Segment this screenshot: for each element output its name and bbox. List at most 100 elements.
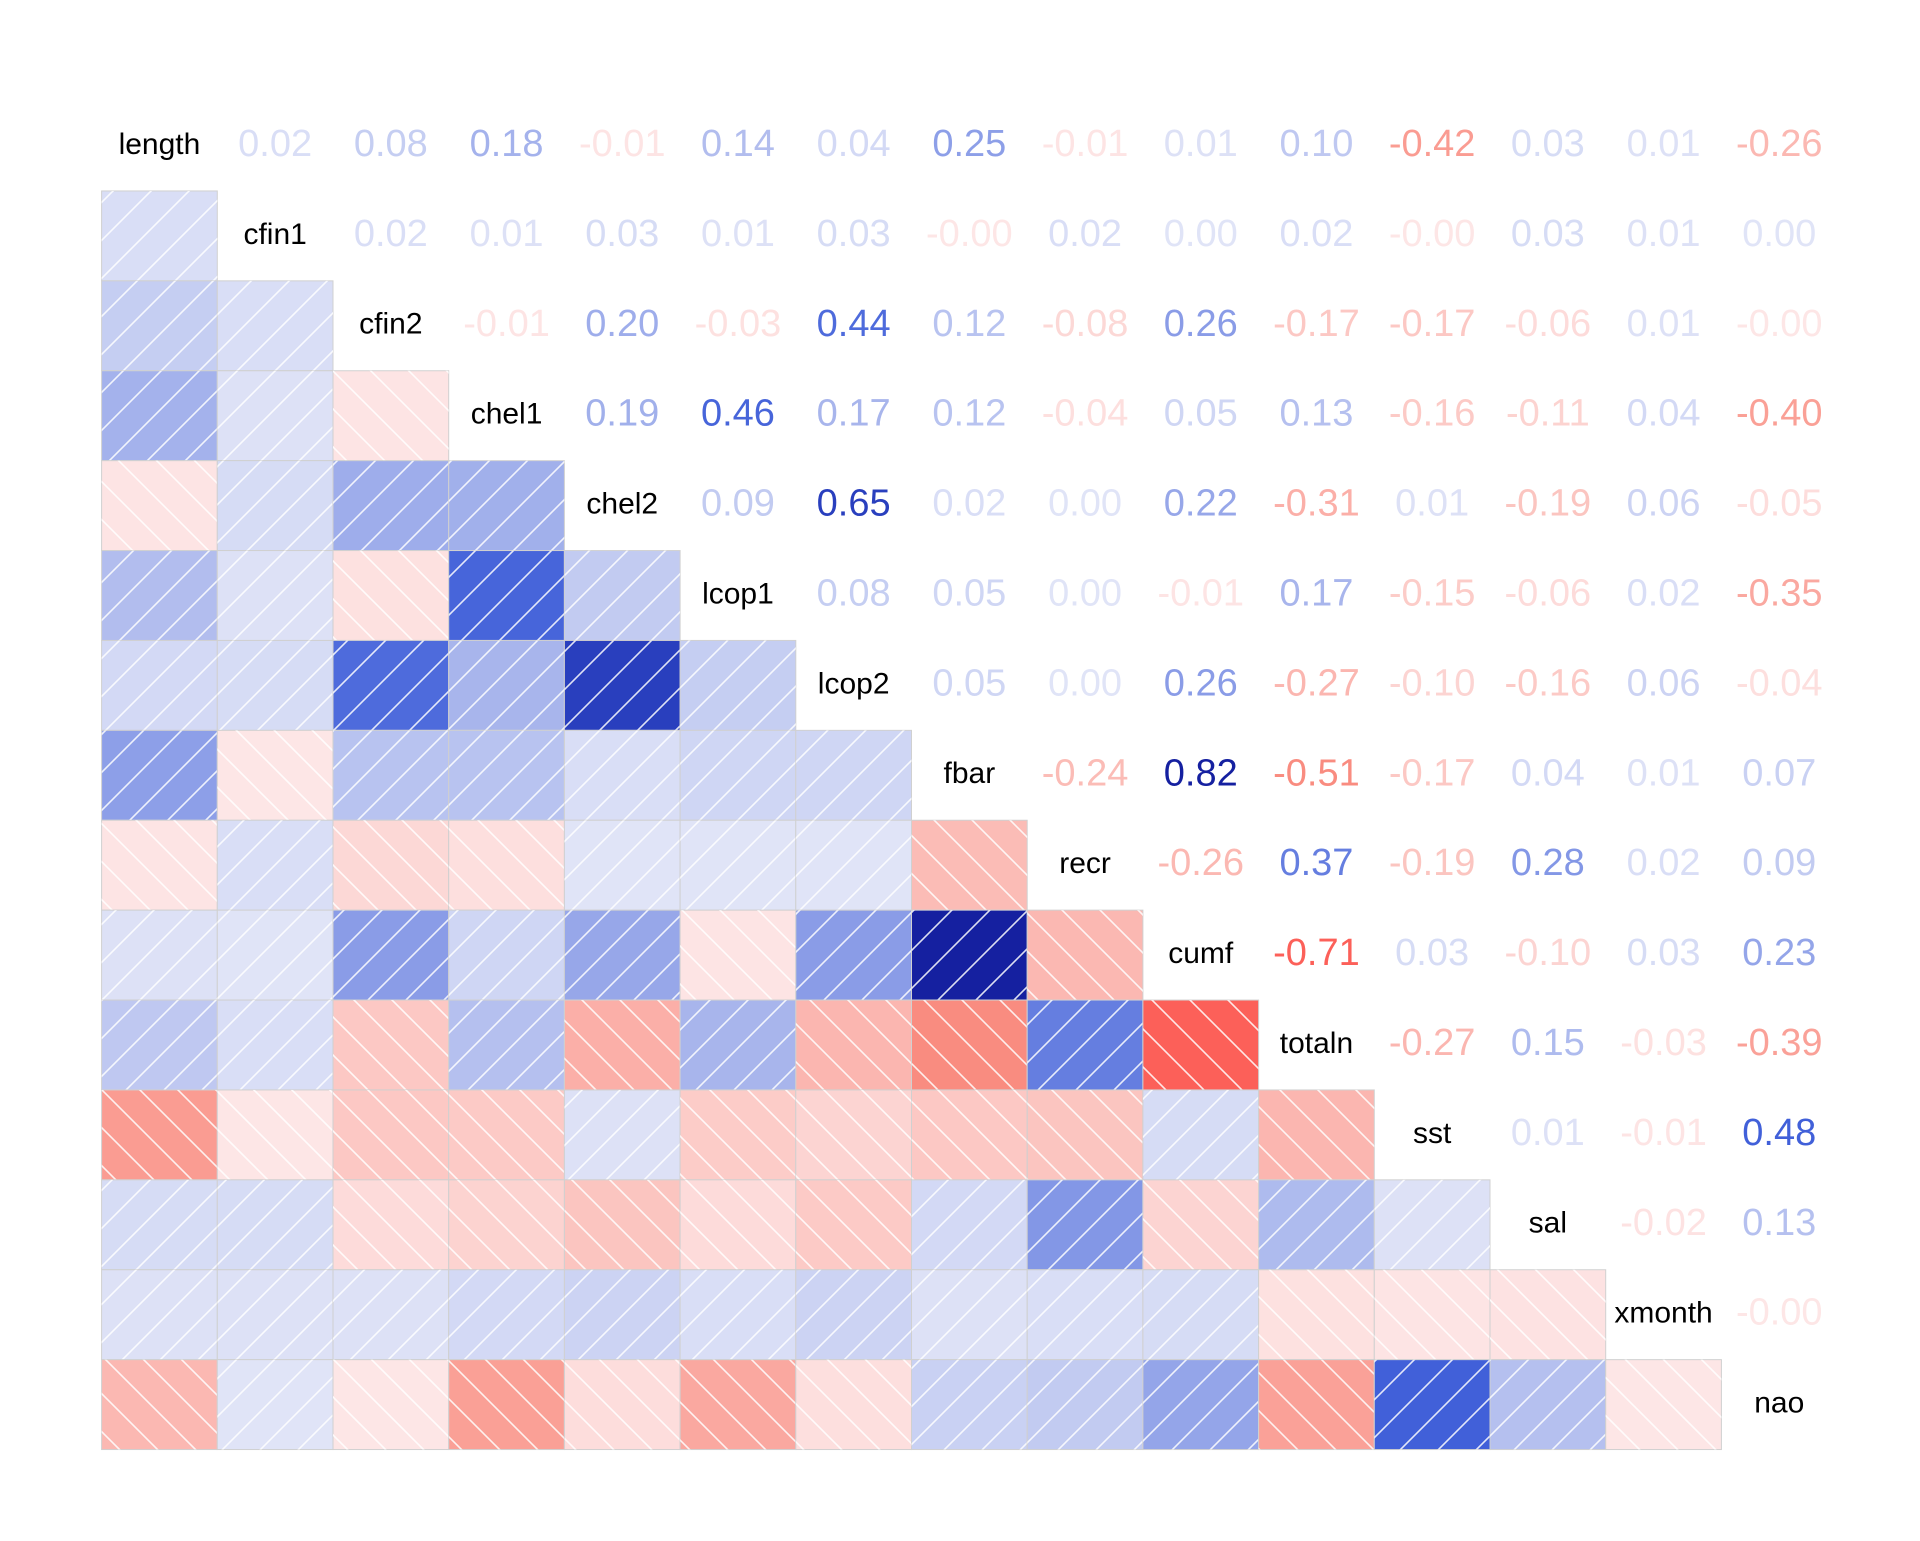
correlation-label: -0.17 [1389,752,1476,794]
correlation-label: 0.03 [1511,213,1585,255]
cell-hatch [680,730,796,821]
cell-hatch [1490,1269,1606,1360]
correlation-label: 0.14 [701,123,775,165]
correlation-label: -0.06 [1505,573,1592,615]
correlation-label: -0.39 [1736,1022,1823,1064]
cell-hatch [101,1179,218,1270]
cell-hatch [448,640,565,731]
cell-hatch [333,1269,449,1360]
cell-hatch [333,1179,449,1270]
cell-hatch [217,640,333,731]
correlation-label: -0.26 [1736,123,1823,165]
cell-hatch [333,1089,449,1180]
correlation-label: 0.26 [1164,303,1238,345]
cell-hatch [795,910,912,1001]
correlation-label: 0.65 [817,483,891,525]
cell-hatch [1027,1000,1143,1090]
correlation-label: 0.37 [1279,842,1353,884]
correlation-label: 0.17 [817,393,891,435]
correlation-label: 0.13 [1279,393,1353,435]
correlation-label: -0.00 [1736,303,1823,345]
cell-hatch [1027,1089,1143,1180]
cell-hatch [101,370,218,461]
correlation-label: 0.05 [932,662,1006,704]
cell-hatch [795,1269,912,1360]
cell-hatch [911,820,1028,911]
variable-label: chel1 [471,398,543,431]
variable-label: cumf [1168,937,1234,970]
correlation-label: -0.10 [1389,662,1476,704]
correlation-label: -0.08 [1042,303,1129,345]
variable-label: sal [1529,1207,1567,1240]
correlation-label: -0.40 [1736,393,1823,435]
cell-hatch [101,730,218,821]
correlation-label: 0.22 [1164,483,1238,525]
cell-hatch [333,730,449,821]
correlation-label: 0.23 [1742,932,1816,974]
correlation-label: 0.01 [470,213,544,255]
cell-hatch [1490,1359,1606,1450]
correlation-label: 0.08 [354,123,428,165]
cell-hatch [911,1359,1028,1450]
correlation-label: -0.00 [1389,213,1476,255]
cell-hatch [1027,1179,1143,1270]
cell-hatch [795,820,912,911]
cell-hatch [448,1179,565,1270]
correlation-label: 0.18 [470,123,544,165]
cell-hatch [1027,1269,1143,1360]
cell-hatch [911,1179,1028,1270]
correlation-label: -0.19 [1389,842,1476,884]
correlation-label: -0.16 [1505,662,1592,704]
cell-hatch [101,910,218,1001]
correlation-label: 0.02 [238,123,312,165]
correlation-label: -0.26 [1157,842,1244,884]
correlation-label: 0.03 [585,213,659,255]
variable-label: length [119,128,201,161]
cell-hatch [680,1359,796,1450]
cell-hatch [1374,1359,1490,1450]
cell-hatch [1258,1089,1375,1180]
cell-hatch [564,820,681,911]
correlation-label: -0.01 [1157,573,1244,615]
correlation-label: 0.02 [1279,213,1353,255]
correlation-label: -0.31 [1273,483,1360,525]
correlation-label: 0.28 [1511,842,1585,884]
variable-label: cfin1 [243,218,306,251]
correlation-label: -0.10 [1505,932,1592,974]
correlation-label: 0.04 [1511,752,1585,794]
correlation-label: 0.01 [1627,123,1701,165]
cell-hatch [217,1089,333,1180]
correlation-label: 0.01 [1627,303,1701,345]
correlation-label: 0.26 [1164,662,1238,704]
correlation-label: -0.00 [1736,1292,1823,1334]
cell-hatch [217,820,333,911]
correlation-label: 0.10 [1279,123,1353,165]
cell-hatch [795,1000,912,1090]
correlation-label: -0.27 [1389,1022,1476,1064]
cell-hatch [564,550,681,641]
cell-hatch [911,910,1028,1001]
correlation-label: -0.01 [579,123,666,165]
correlation-label: -0.17 [1389,303,1476,345]
correlation-label: 0.12 [932,393,1006,435]
correlation-label: -0.05 [1736,483,1823,525]
correlation-label: 0.01 [1627,752,1701,794]
correlation-label: 0.04 [817,123,891,165]
cell-hatch [564,1269,681,1360]
cell-hatch [217,280,333,371]
correlation-label: 0.03 [817,213,891,255]
cell-hatch [680,910,796,1001]
cell-hatch [1142,1000,1259,1090]
correlation-label: -0.04 [1736,662,1823,704]
correlation-label: 0.03 [1395,932,1469,974]
correlation-label: 0.09 [701,483,775,525]
correlation-label: 0.00 [1164,213,1238,255]
correlation-label: 0.01 [701,213,775,255]
cell-hatch [564,1179,681,1270]
correlation-label: 0.25 [932,123,1006,165]
cell-hatch [448,550,565,641]
correlation-label: -0.16 [1389,393,1476,435]
correlation-label: -0.03 [1620,1022,1707,1064]
variable-label: lcop1 [702,577,774,610]
cell-hatch [101,1359,218,1450]
